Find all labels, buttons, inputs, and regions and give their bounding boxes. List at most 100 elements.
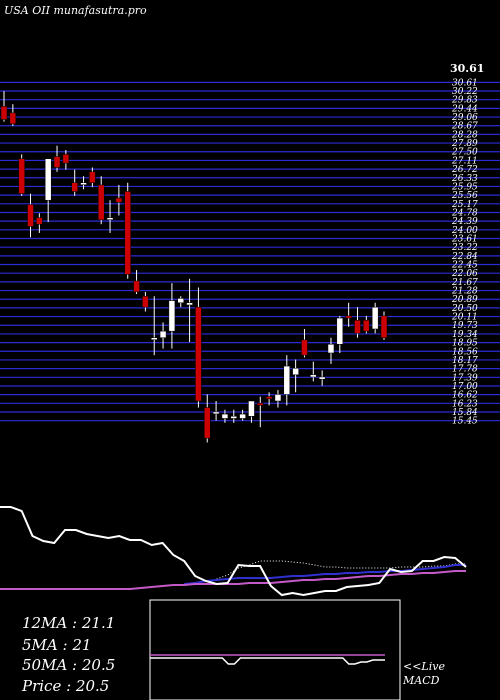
price-tick-label: 20.11 — [451, 313, 478, 323]
macd-label-live: <<Live — [403, 660, 445, 673]
candle-body-up — [186, 302, 193, 306]
stat-50ma: 50MA : 20.5 — [22, 656, 116, 674]
candle-body-down — [124, 191, 131, 275]
candle-body-up — [177, 298, 184, 304]
macd-label-name: MACD — [403, 674, 440, 687]
stat-5ma: 5MA : 21 — [22, 636, 92, 654]
price-line — [0, 506, 467, 597]
candle — [292, 359, 299, 393]
price-tick-label: 25.56 — [451, 191, 478, 201]
candle — [124, 182, 131, 279]
candle — [9, 104, 17, 127]
candle — [318, 370, 326, 386]
candle-body-down — [265, 396, 273, 400]
candle-body-down — [62, 154, 70, 164]
candle — [195, 287, 202, 408]
candle-body-up — [106, 217, 114, 220]
candle — [62, 150, 70, 170]
candle — [363, 315, 370, 334]
price-tick-label: 29.06 — [451, 113, 478, 123]
candle-body-up — [336, 317, 344, 345]
candle-body-down — [18, 158, 25, 194]
candle-body-up — [221, 413, 229, 419]
candle — [27, 193, 34, 238]
candle — [18, 154, 25, 196]
price-tick-label: 17.39 — [452, 373, 478, 383]
price-tick-label: 20.50 — [451, 304, 478, 314]
candle-body-down — [115, 197, 123, 203]
price-tick-label: 28.67 — [451, 122, 478, 132]
price-grid — [0, 81, 500, 422]
candle-body-down — [0, 106, 8, 120]
candle-body-down — [257, 402, 264, 406]
candle — [248, 400, 255, 423]
candle-body-down — [195, 306, 202, 402]
candle — [265, 392, 273, 406]
price-tick-labels: 30.6130.2229.8329.4429.0628.6728.2827.89… — [450, 62, 484, 427]
candle — [53, 145, 61, 172]
price-tick-label: 26.33 — [451, 174, 478, 184]
candle-body-down — [301, 339, 308, 356]
candle — [301, 328, 308, 358]
candle — [327, 337, 335, 364]
stat-12ma: 12MA : 21.1 — [22, 614, 116, 632]
price-tick-label: 16.62 — [452, 391, 478, 401]
candle-body-down — [204, 407, 211, 439]
price-tick-label: 29.83 — [451, 96, 478, 106]
candle-body-down — [27, 204, 34, 227]
moving-average-panel — [0, 506, 467, 597]
price-tick-label: 18.95 — [452, 339, 478, 349]
price-tick-label: 25.95 — [451, 182, 478, 192]
price-tick-label: 16.23 — [452, 399, 478, 409]
candle — [115, 184, 123, 216]
candle — [230, 409, 238, 423]
candle — [336, 315, 344, 353]
price-tick-label: 23.61 — [451, 234, 478, 244]
candle-body-up — [230, 416, 238, 419]
candle — [71, 169, 78, 196]
candle — [257, 396, 264, 428]
candle — [168, 283, 176, 349]
candle — [89, 167, 96, 188]
candle-body-up — [283, 365, 291, 395]
candle — [159, 322, 167, 349]
candle-body-up — [44, 158, 52, 201]
macd-label: <<Live MACD — [403, 660, 445, 688]
macd-line — [150, 657, 385, 665]
candle-body-down — [133, 280, 140, 293]
candle-body-up — [371, 306, 379, 330]
price-tick-label: 18.56 — [452, 347, 478, 357]
candle-body-down — [380, 315, 388, 338]
candle — [371, 302, 379, 334]
price-tick-label: 27.50 — [451, 148, 478, 158]
candle-body-up — [292, 368, 299, 376]
candle — [239, 409, 246, 421]
price-tick-label: 26.72 — [451, 165, 478, 175]
price-tick-label: 24.78 — [451, 208, 478, 218]
candle — [97, 176, 105, 225]
ma-dotted-line — [216, 560, 466, 580]
price-tick-label: 27.11 — [451, 156, 478, 166]
stat-price: Price : 20.5 — [22, 677, 110, 695]
price-tick-label: 22.06 — [451, 269, 478, 279]
chart-title: USA OII munafasutra.pro — [4, 4, 147, 17]
candle-body-up — [327, 344, 335, 354]
price-tick-label: 17.00 — [452, 382, 478, 392]
candle-body-down — [354, 319, 361, 334]
candle — [133, 270, 140, 295]
price-tick-label: 22.45 — [451, 261, 478, 271]
candle-body-up — [274, 394, 282, 402]
price-tick-label: 24.00 — [451, 226, 478, 236]
candle-body-up — [150, 337, 158, 340]
candle — [0, 91, 8, 122]
price-tick-label: 20.89 — [451, 295, 478, 305]
price-tick-label: 23.22 — [451, 243, 478, 253]
candle-body-down — [97, 184, 105, 221]
candle — [177, 296, 184, 308]
candle — [354, 307, 361, 338]
price-tick-label: 27.89 — [451, 139, 478, 149]
price-tick-label: 15.45 — [452, 417, 478, 427]
candle-body-down — [36, 217, 43, 225]
candle-body-down — [89, 171, 96, 184]
candle — [36, 213, 43, 233]
